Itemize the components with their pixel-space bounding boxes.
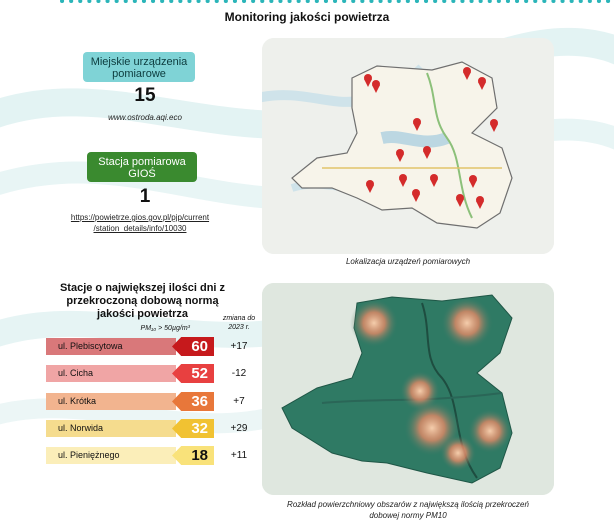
change-header-line2: 2023 r. (228, 324, 250, 331)
value-badge (172, 446, 214, 465)
change-value: +17 (230, 341, 248, 352)
heat-spot (350, 299, 398, 347)
ranking-title-line1: Stacje o największej ilości dni z (59, 282, 226, 294)
change-value: +7 (233, 396, 245, 407)
locations-map (262, 38, 554, 254)
heatmap-graphic (262, 283, 554, 495)
value-badge (172, 364, 214, 383)
change-value: +29 (230, 423, 248, 434)
change-value: +11 (230, 450, 248, 461)
exceedance-days: 36 (191, 393, 208, 410)
ranking-row: ul. Cicha 52 (46, 364, 216, 383)
heat-spot (440, 435, 476, 471)
locations-map-graphic (262, 38, 554, 254)
exceedance-days: 60 (191, 338, 208, 355)
value-badge (172, 337, 214, 356)
location-marker (456, 194, 464, 207)
gios-source-link-line1[interactable]: https://powietrze.gios.gov.pl/pjp/curren… (70, 213, 210, 222)
ranking-bar (46, 338, 176, 355)
top-dotted-border (60, 0, 614, 3)
city-devices-count: 15 (134, 85, 156, 106)
location-marker (399, 174, 407, 187)
location-marker (364, 74, 372, 87)
location-marker (463, 67, 471, 80)
change-value: -12 (231, 368, 247, 379)
gios-source-link-line2[interactable]: /station_details/info/10030 (93, 224, 187, 233)
exceedance-days: 52 (191, 365, 208, 382)
heat-spot (468, 409, 512, 453)
heat-spot (441, 297, 493, 349)
heatmap-map (262, 283, 554, 495)
change-header-line1: zmiana do (222, 315, 256, 322)
heatmap-caption-line1: Rozkład powierzchniowy obszarów z najwię… (287, 500, 529, 509)
exceedance-days: 18 (191, 447, 208, 464)
location-marker (372, 80, 380, 93)
station-label: ul. Cicha (58, 368, 94, 378)
gios-station-count: 1 (139, 186, 151, 207)
ranking-row: ul. Norwida 32 (46, 419, 216, 438)
change-column-header: zmiana do 2023 r. (215, 314, 263, 332)
location-marker (469, 175, 477, 188)
station-label: ul. Pieniężnego (58, 450, 120, 460)
location-marker (366, 180, 374, 193)
location-marker (423, 146, 431, 159)
ranking-title-line2: przekroczoną dobową normą (66, 295, 219, 307)
locations-map-caption: Lokalizacja urządzeń pomiarowych (345, 257, 471, 266)
location-marker (490, 119, 498, 132)
ranking-title-line3: jakości powietrza (96, 308, 189, 320)
ranking-title: Stacje o największej ilości dni z przekr… (40, 282, 245, 321)
ranking-bar (46, 447, 176, 464)
station-label: ul. Krótka (58, 396, 97, 406)
gios-station-label: Stacja pomiarowa GIOŚ (87, 152, 197, 182)
location-marker (478, 77, 486, 90)
ranking-row: ul. Plebiscytowa 60 (46, 337, 216, 356)
pm-threshold-label: PM₁₀ > 50µg/m³ (140, 325, 190, 332)
location-marker (412, 189, 420, 202)
location-marker (430, 174, 438, 187)
page-title: Monitoring jakości powietrza (224, 10, 390, 24)
ranking-row: ul. Krótka 36 (46, 392, 216, 411)
location-marker (476, 196, 484, 209)
location-marker (413, 118, 421, 131)
heat-spot-group (350, 297, 512, 471)
location-marker (396, 149, 404, 162)
value-badge (172, 419, 214, 438)
value-badge (172, 392, 214, 411)
ranking-row: ul. Pieniężnego 18 (46, 446, 216, 465)
heatmap-caption-line2: dobowej normy PM10 (369, 511, 447, 520)
ranking-bar (46, 420, 176, 437)
station-label: ul. Norwida (58, 423, 104, 433)
ranking-bar (46, 365, 176, 382)
city-devices-source-link[interactable]: www.ostroda.aqi.eco (108, 113, 182, 122)
exceedance-days: 32 (191, 420, 208, 437)
location-marker-group (364, 67, 498, 209)
station-label: ul. Plebiscytowa (58, 341, 123, 351)
ranking-bar (46, 393, 176, 410)
city-devices-label: Miejskie urządzenia pomiarowe (83, 52, 195, 82)
